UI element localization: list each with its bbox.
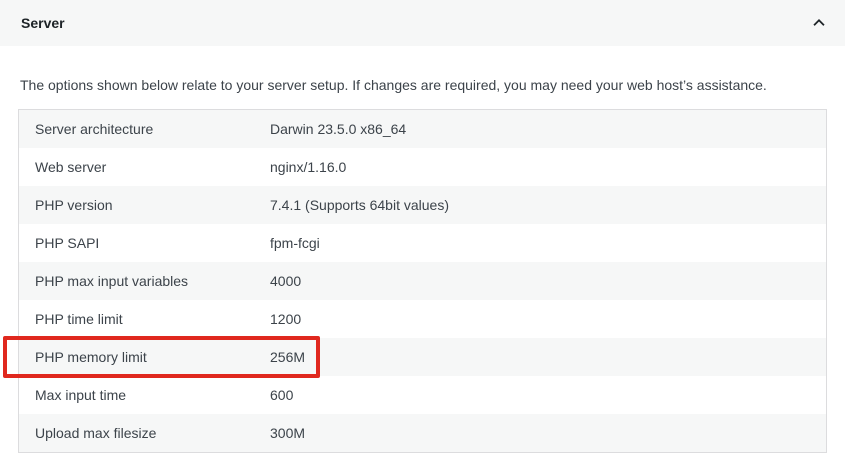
chevron-up-icon <box>813 19 825 26</box>
section-title: Server <box>21 15 65 31</box>
row-value: 600 <box>270 387 294 403</box>
row-label: PHP version <box>35 197 113 213</box>
row-label: Web server <box>35 159 107 175</box>
row-label: PHP memory limit <box>35 349 147 365</box>
row-value: 4000 <box>270 273 302 289</box>
row-value: 1200 <box>270 311 302 327</box>
server-info-table: Server architecture Darwin 23.5.0 x86_64… <box>3 109 827 453</box>
section-description: The options shown below relate to your s… <box>20 77 767 93</box>
table-row: PHP memory limit 256M <box>3 336 826 378</box>
row-label: PHP time limit <box>35 311 123 327</box>
table-row: PHP max input variables 4000 <box>19 262 826 300</box>
table-row: Max input time 600 <box>19 376 826 414</box>
row-label: Upload max filesize <box>35 425 157 441</box>
server-accordion-toggle[interactable]: Server <box>0 0 845 46</box>
table-row: Upload max filesize 300M <box>19 414 826 452</box>
table-row: Server architecture Darwin 23.5.0 x86_64 <box>19 110 826 148</box>
table-row: PHP SAPI fpm-fcgi <box>19 224 826 262</box>
row-label: PHP max input variables <box>35 273 189 289</box>
table-row: Web server nginx/1.16.0 <box>19 148 826 186</box>
row-label: Max input time <box>35 387 127 403</box>
row-value: Darwin 23.5.0 x86_64 <box>270 121 407 137</box>
row-value: 7.4.1 (Supports 64bit values) <box>270 197 449 213</box>
row-value: 300M <box>270 425 306 441</box>
row-value: fpm-fcgi <box>270 235 320 251</box>
table-row: PHP version 7.4.1 (Supports 64bit values… <box>19 186 826 224</box>
row-label: Server architecture <box>35 121 154 137</box>
table-row: PHP time limit 1200 <box>19 300 826 338</box>
row-label: PHP SAPI <box>35 235 100 251</box>
row-value: nginx/1.16.0 <box>270 159 347 175</box>
row-value: 256M <box>270 349 306 365</box>
